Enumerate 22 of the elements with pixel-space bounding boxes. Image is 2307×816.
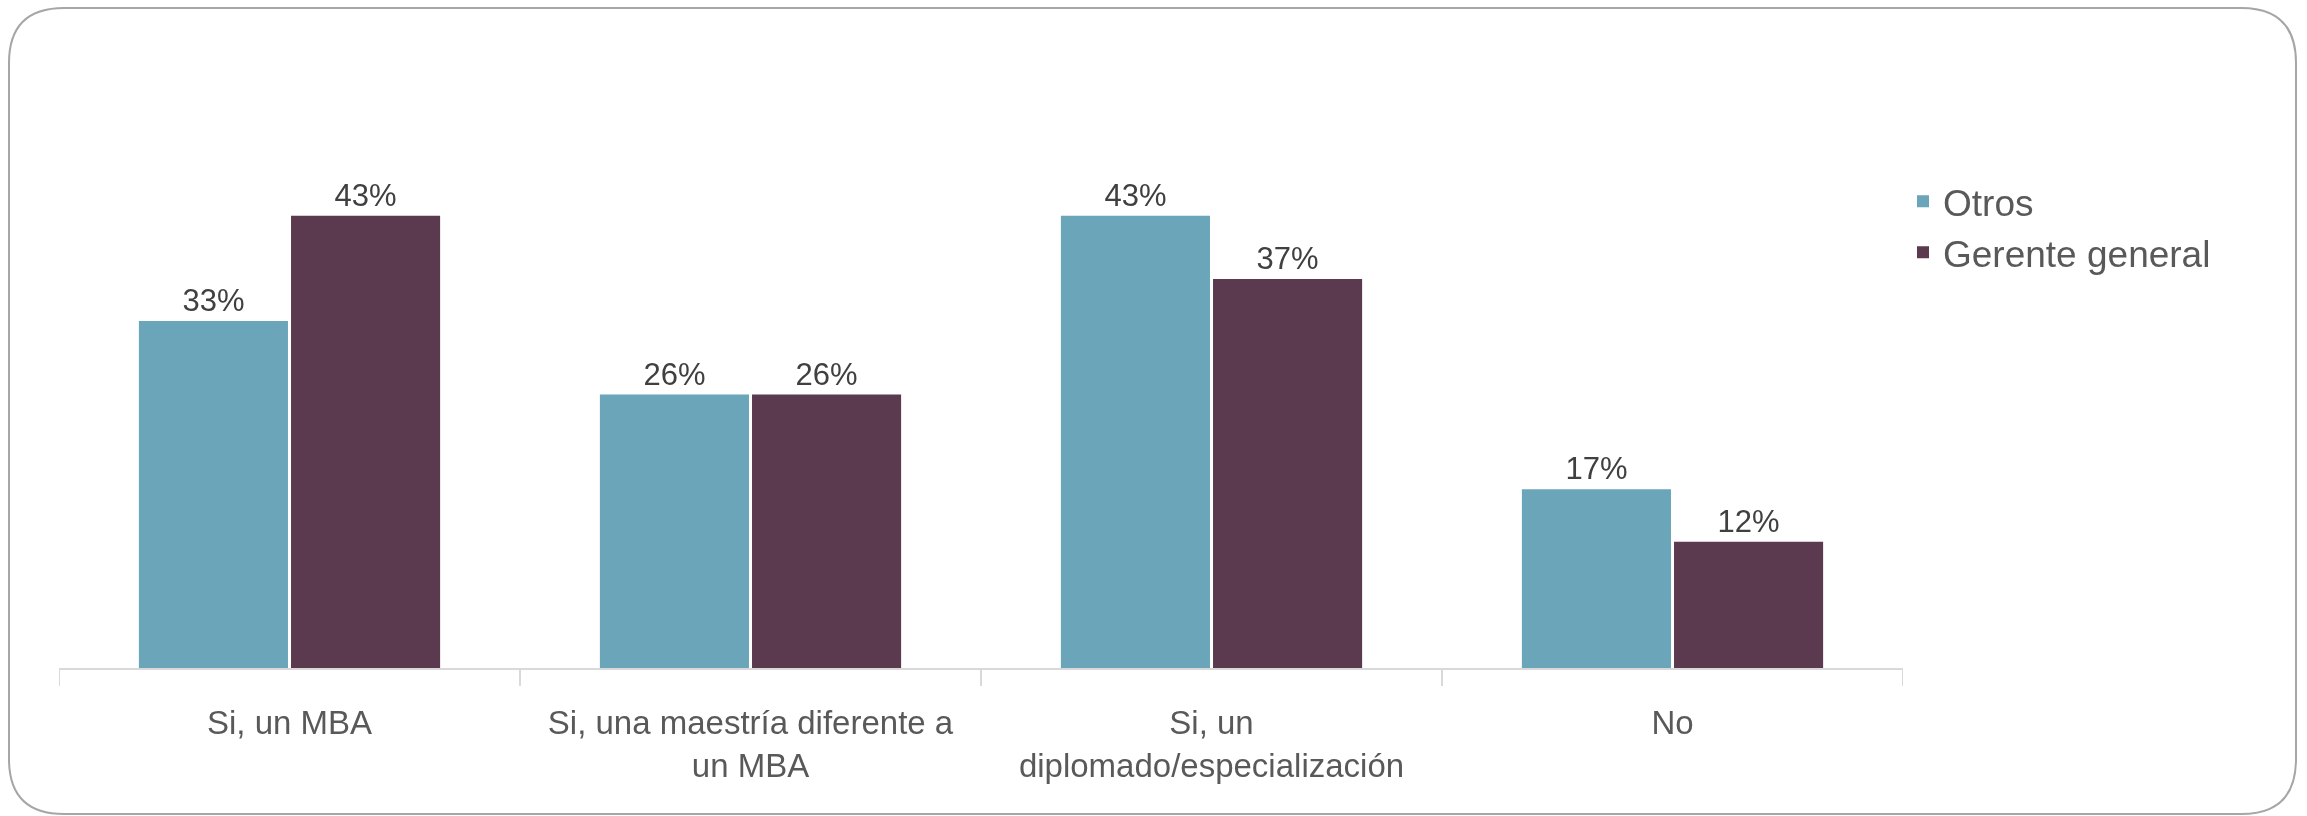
bar [599, 394, 749, 668]
bar [1213, 278, 1363, 668]
data-label: 33% [182, 282, 245, 318]
legend-label: Gerente general [1943, 233, 2211, 275]
data-label: 37% [1256, 240, 1319, 276]
bar [291, 215, 441, 668]
data-label: 12% [1717, 503, 1780, 539]
x-tick-label: Si, una maestría diferente a un MBA [547, 703, 954, 784]
data-label: 43% [334, 177, 397, 213]
x-tick-label: Si, un diplomado/especialización [1018, 703, 1405, 784]
bar [1674, 541, 1824, 668]
bar [752, 394, 902, 668]
x-tick-label: No [1651, 703, 1694, 741]
bar [1521, 489, 1671, 668]
data-label: 26% [643, 356, 706, 392]
data-label: 43% [1104, 177, 1167, 213]
data-label: 26% [795, 356, 858, 392]
bar [138, 320, 288, 668]
legend-label: Otros [1943, 182, 2034, 224]
bar [1060, 215, 1210, 668]
x-tick-label: Si, un MBA [206, 703, 373, 741]
data-label: 17% [1565, 451, 1628, 487]
